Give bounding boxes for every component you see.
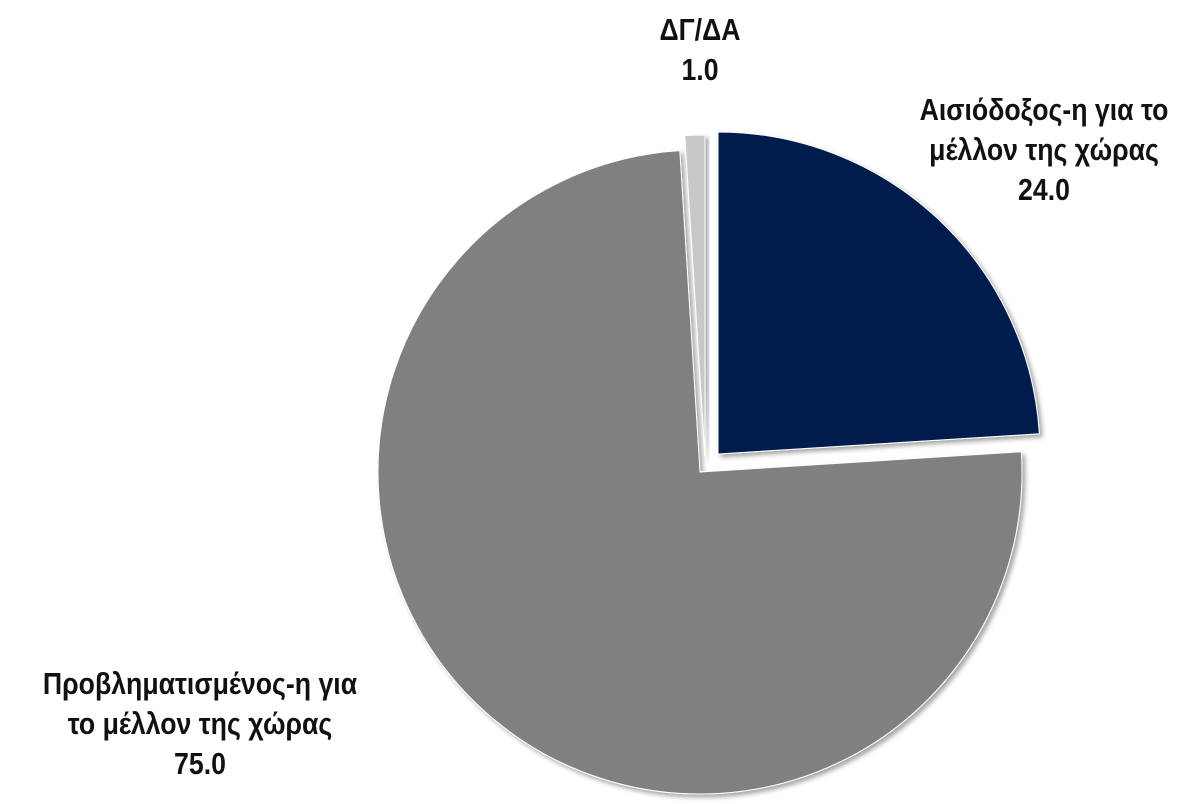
slice-value-dont-know: 1.0 bbox=[681, 52, 719, 87]
slice-label-optimistic: Αισιόδοξος-η για το μέλλον της χώρας 24.… bbox=[906, 90, 1181, 210]
slice-label-concerned-line-2: το μέλλον της χώρας bbox=[67, 706, 333, 741]
slice-label-concerned-line-1: Προβληματισμένος-η για bbox=[42, 666, 358, 701]
pie-slice-optimistic bbox=[717, 131, 1040, 455]
pie-slice-concerned bbox=[377, 150, 1023, 795]
slice-label-dont-know: ΔΓ/ΔΑ 1.0 bbox=[614, 10, 786, 90]
slice-label-optimistic-line-2: μέλλον της χώρας bbox=[929, 132, 1159, 167]
slice-value-optimistic: 24.0 bbox=[1018, 172, 1070, 207]
pie-slice-dont-know bbox=[684, 134, 706, 458]
slice-value-concerned: 75.0 bbox=[174, 746, 226, 781]
slice-label-dont-know-line-1: ΔΓ/ΔΑ bbox=[659, 12, 741, 47]
slice-label-concerned: Προβληματισμένος-η για το μέλλον της χώρ… bbox=[28, 664, 372, 784]
slice-label-optimistic-line-1: Αισιόδοξος-η για το bbox=[919, 92, 1169, 127]
